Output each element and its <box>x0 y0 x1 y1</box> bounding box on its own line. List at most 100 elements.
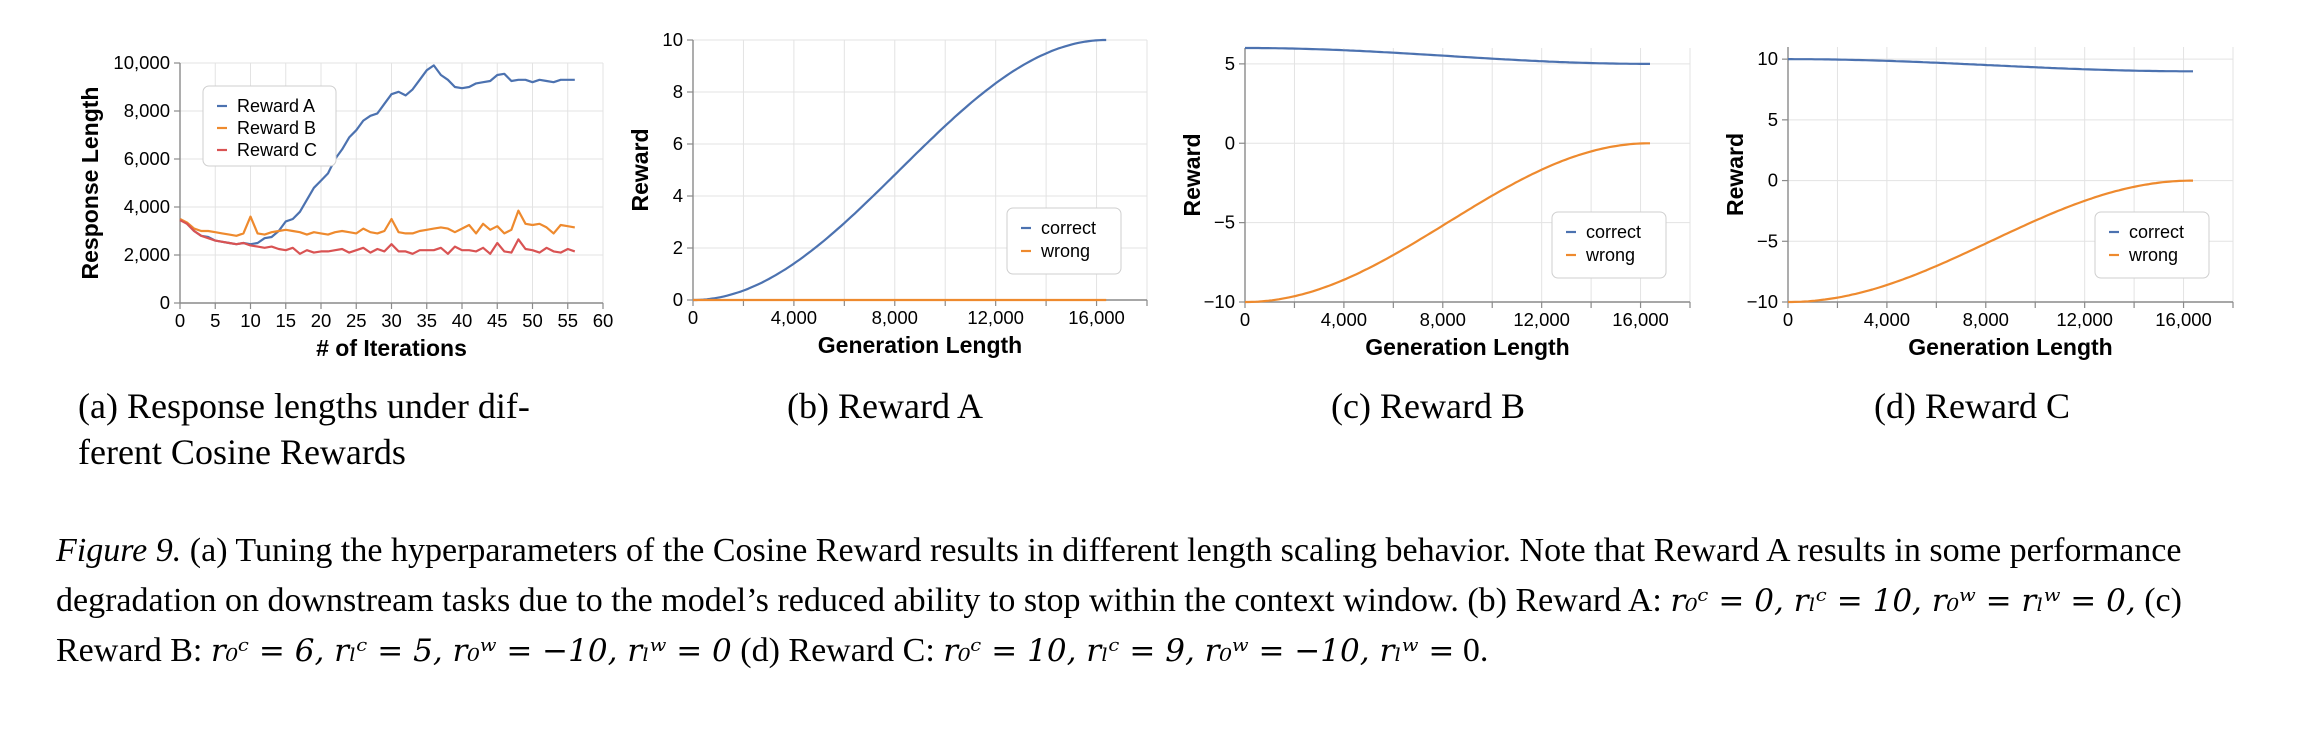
legend-box <box>1006 207 1122 275</box>
caption-math-reward-c: r₀ᶜ = 10, rₗᶜ = 9, r₀ʷ = −10, rₗʷ = <box>943 633 1455 669</box>
x-tick-label: 4,000 <box>1321 309 1367 330</box>
x-tick-label: 60 <box>593 310 614 331</box>
series-line-correct <box>1788 57 2193 73</box>
figure-caption: Figure 9. (a) Tuning the hyperparameters… <box>56 526 2268 676</box>
y-axis-title: Reward <box>627 128 653 211</box>
y-axis-title: Reward <box>1179 133 1205 216</box>
x-tick-label: 0 <box>688 307 698 328</box>
subcaption: (c) Reward B <box>1331 386 1525 426</box>
series-line-reward-b <box>179 209 575 237</box>
x-axis-title: # of Iterations <box>316 335 467 361</box>
series-line-wrong <box>1788 179 2193 304</box>
figure-9-charts: 0 5 10 15 20 25 30 35 40 45 50 55 6002,0004,0006,000… <box>77 29 2234 472</box>
y-tick-label: 0 <box>1768 170 1778 191</box>
x-tick-label: 0 <box>1783 309 1793 330</box>
x-tick-label: 12,000 <box>2056 309 2113 330</box>
legend-label: Reward A <box>237 96 315 116</box>
legend-box <box>202 85 337 167</box>
y-tick-label: 8,000 <box>124 100 170 121</box>
y-tick-label: 2 <box>673 237 683 258</box>
x-tick-label: 15 <box>275 310 296 331</box>
y-tick-label: 0 <box>1225 132 1235 153</box>
y-tick-label: 10 <box>1757 48 1778 69</box>
x-axis-title: Generation Length <box>1365 334 1569 360</box>
y-tick-label: 6 <box>673 133 683 154</box>
legend: correct wrong <box>1006 207 1122 275</box>
y-tick-label: 6,000 <box>124 148 170 169</box>
figure-label: Figure 9. <box>56 532 182 569</box>
x-tick-label: 20 <box>311 310 332 331</box>
subcaption: (a) Response lengths under dif- <box>78 386 530 426</box>
y-tick-label: 0 <box>160 292 170 313</box>
chart-b: 0 4,000 8,000 12,000 16,000 0 2 4 6 8 10 Generation… <box>627 29 1148 426</box>
legend-box <box>2094 211 2210 279</box>
series-line-wrong <box>1245 142 1650 304</box>
x-tick-label: 0 <box>175 310 185 331</box>
x-axis-title: Generation Length <box>1908 334 2112 360</box>
x-tick-label: 35 <box>416 310 437 331</box>
legend-label: wrong <box>2128 245 2178 265</box>
x-tick-label: 40 <box>452 310 473 331</box>
legend-label: wrong <box>1040 241 1090 261</box>
x-tick-label: 30 <box>381 310 402 331</box>
y-tick-label: 4,000 <box>124 196 170 217</box>
x-tick-label: 16,000 <box>1612 309 1669 330</box>
y-tick-label: 0 <box>673 289 683 310</box>
series-line-correct <box>693 38 1107 302</box>
x-tick-label: 25 <box>346 310 367 331</box>
caption-text-5: 0. <box>1462 632 1489 669</box>
x-tick-label: 5 <box>210 310 220 331</box>
x-tick-label: 4,000 <box>771 307 817 328</box>
x-tick-label: 12,000 <box>967 307 1024 328</box>
legend-label: Reward B <box>237 118 316 138</box>
legend-label: Reward C <box>237 140 317 160</box>
x-tick-label: 16,000 <box>2155 309 2212 330</box>
x-tick-label: 12,000 <box>1513 309 1570 330</box>
caption-math-reward-a: r₀ᶜ = 0, rₗᶜ = 10, r₀ʷ = rₗʷ = 0, <box>1670 583 2136 619</box>
x-tick-label: 8,000 <box>1963 309 2009 330</box>
x-tick-label: 8,000 <box>872 307 918 328</box>
y-tick-label: −10 <box>1747 291 1778 312</box>
x-tick-label: 4,000 <box>1864 309 1910 330</box>
x-tick-label: 45 <box>487 310 508 331</box>
subcaption: (b) Reward A <box>787 386 983 426</box>
y-tick-label: 4 <box>673 185 683 206</box>
y-tick-label: −5 <box>1214 212 1235 233</box>
subcaption: (d) Reward C <box>1874 386 2070 426</box>
legend-label: wrong <box>1585 245 1635 265</box>
chart-a: 0 5 10 15 20 25 30 35 40 45 50 55 60 0 2,000 4,000 6,000… <box>77 52 613 472</box>
series-line-correct <box>1245 46 1650 66</box>
legend: correct wrong <box>1551 211 1667 279</box>
chart-c: 0 4,000 8,000 12,000 16,000 −10 −5 0 5 Generation… <box>1179 46 1691 426</box>
chart-d: 0 4,000 8,000 12,000 16,000 −10 −5 0 5 10 Generati… <box>1722 47 2234 426</box>
x-tick-label: 10 <box>240 310 261 331</box>
legend-label: correct <box>2129 222 2184 242</box>
x-tick-label: 55 <box>557 310 578 331</box>
y-tick-label: 5 <box>1225 53 1235 74</box>
y-tick-label: 5 <box>1768 109 1778 130</box>
y-tick-label: 10,000 <box>113 52 170 73</box>
y-tick-label: 2,000 <box>124 244 170 265</box>
legend: correct wrong <box>2094 211 2210 279</box>
y-tick-label: 8 <box>673 81 683 102</box>
caption-text-3: (c) Reward B: <box>56 582 2182 669</box>
x-tick-label: 0 <box>1240 309 1250 330</box>
x-tick-label: 16,000 <box>1068 307 1125 328</box>
legend-label: correct <box>1586 222 1641 242</box>
x-tick-label: 50 <box>522 310 543 331</box>
y-axis-title: Response Length <box>77 87 103 280</box>
x-tick-label: 8,000 <box>1420 309 1466 330</box>
subcaption: ferent Cosine Rewards <box>78 432 406 472</box>
y-tick-label: 10 <box>662 29 683 50</box>
caption-text-2: some performance degradation on downstre… <box>56 532 2182 619</box>
y-tick-label: −5 <box>1757 230 1778 251</box>
caption-text-4: (d) Reward C: <box>740 632 935 669</box>
x-axis-title: Generation Length <box>818 332 1022 358</box>
legend-box <box>1551 211 1667 279</box>
series-line-reward-c <box>179 219 576 255</box>
caption-text-1: (a) Tuning the hyperparameters of the Co… <box>189 532 1921 569</box>
legend-label: correct <box>1041 218 1096 238</box>
caption-math-reward-b: r₀ᶜ = 6, rₗᶜ = 5, r₀ʷ = −10, rₗʷ = 0 <box>210 633 732 669</box>
y-tick-label: −10 <box>1204 291 1235 312</box>
